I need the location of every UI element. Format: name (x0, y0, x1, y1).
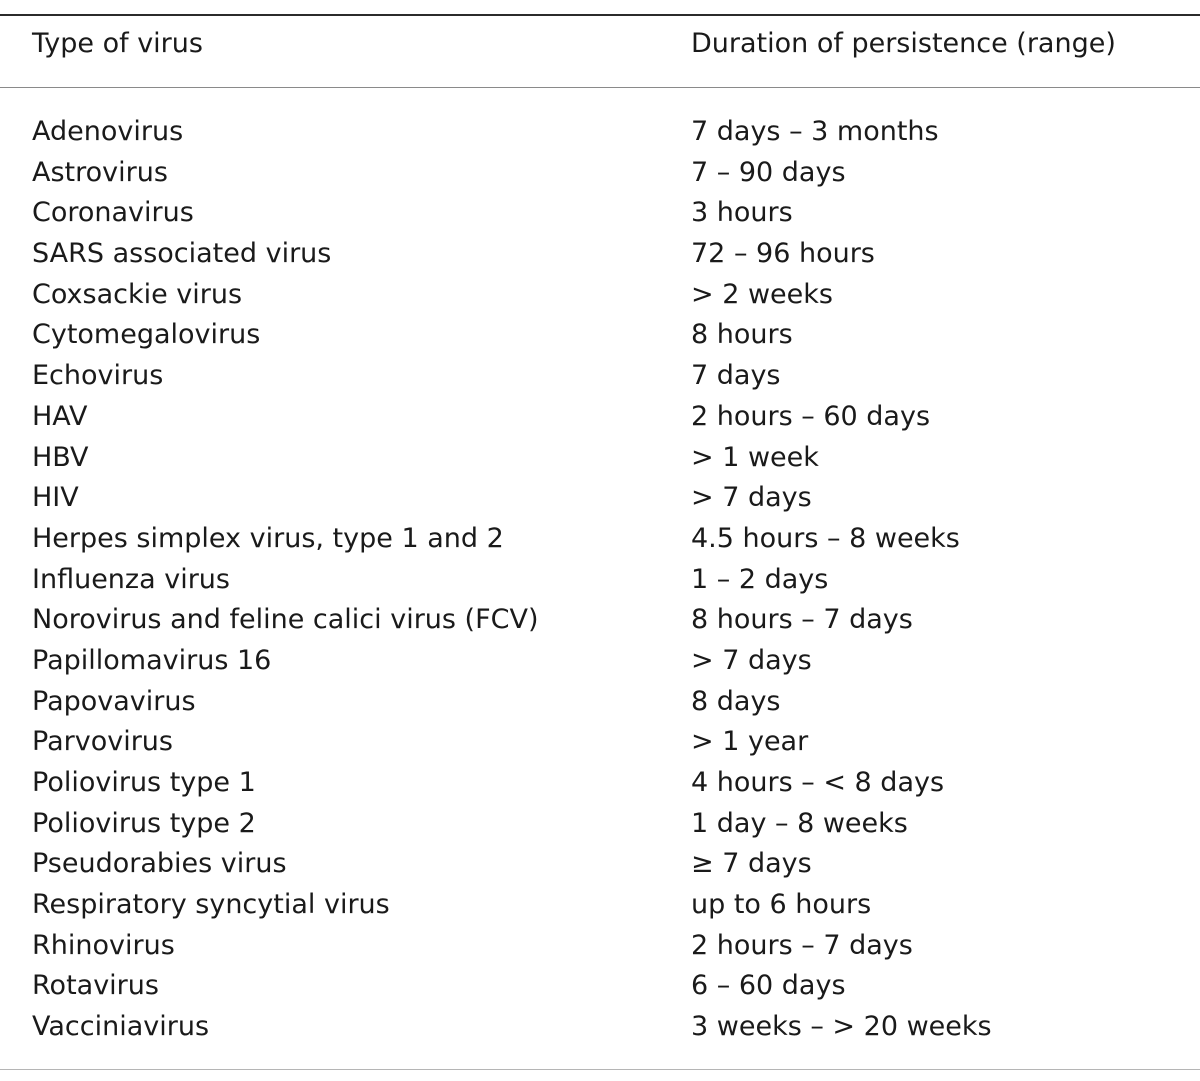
table-row: Rotavirus 6 – 60 days (0, 966, 1200, 1007)
header-virus-type: Type of virus (32, 28, 203, 59)
duration-cell: 3 hours (691, 197, 793, 229)
table-row: Norovirus and feline calici virus (FCV) … (0, 600, 1200, 641)
table-bottom-rule (0, 1069, 1200, 1070)
virus-name-cell: Poliovirus type 2 (32, 807, 256, 839)
table-row: Coronavirus 3 hours (0, 193, 1200, 234)
duration-cell: > 1 week (691, 441, 819, 473)
virus-name-cell: HAV (32, 400, 88, 432)
duration-cell: 7 days – 3 months (691, 116, 939, 147)
virus-name-cell: Vacciniavirus (32, 1011, 210, 1043)
table-row: Poliovirus type 2 1 day – 8 weeks (0, 804, 1200, 845)
table-row: HIV > 7 days (0, 478, 1200, 519)
duration-cell: 2 hours – 60 days (691, 400, 931, 432)
table-row: Rhinovirus 2 hours – 7 days (0, 926, 1200, 967)
table-row: Astrovirus 7 – 90 days (0, 153, 1200, 194)
virus-name-cell: Norovirus and feline calici virus (FCV) (32, 604, 539, 636)
duration-cell: 4 hours – < 8 days (691, 767, 945, 798)
virus-name-cell: Parvovirus (32, 726, 173, 758)
table-row: Respiratory syncytial virus up to 6 hour… (0, 885, 1200, 926)
virus-name-cell: HBV (32, 441, 89, 473)
virus-name-cell: Cytomegalovirus (32, 319, 261, 351)
virus-name-cell: Rhinovirus (32, 929, 175, 961)
virus-name-cell: Papovavirus (32, 685, 196, 717)
table-row: Vacciniavirus 3 weeks – > 20 weeks (0, 1007, 1200, 1048)
duration-cell: up to 6 hours (691, 889, 872, 921)
table-body: Adenovirus 7 days – 3 months Astrovirus … (0, 112, 1200, 1048)
duration-cell: 3 weeks – > 20 weeks (691, 1011, 992, 1043)
virus-name-cell: Coronavirus (32, 197, 194, 229)
virus-name-cell: Echovirus (32, 360, 164, 392)
table-row: Cytomegalovirus 8 hours (0, 315, 1200, 356)
table-row: Parvovirus > 1 year (0, 722, 1200, 763)
virus-name-cell: Rotavirus (32, 970, 159, 1002)
virus-name-cell: Herpes simplex virus, type 1 and 2 (32, 522, 504, 554)
table-row: Poliovirus type 1 4 hours – < 8 days (0, 763, 1200, 804)
duration-cell: 1 day – 8 weeks (691, 807, 908, 839)
duration-cell: > 7 days (691, 644, 812, 676)
virus-name-cell: HIV (32, 482, 79, 514)
duration-cell: 8 hours – 7 days (691, 604, 913, 636)
virus-name-cell: Astrovirus (32, 156, 168, 188)
table-row: Papovavirus 8 days (0, 682, 1200, 723)
duration-cell: > 7 days (691, 482, 812, 514)
virus-name-cell: Pseudorabies virus (32, 848, 287, 880)
table-header-rule (0, 87, 1200, 88)
virus-name-cell: Poliovirus type 1 (32, 767, 256, 798)
duration-cell: 2 hours – 7 days (691, 929, 913, 961)
table-top-rule (0, 14, 1200, 16)
virus-name-cell: SARS associated virus (32, 238, 332, 270)
table-row: Pseudorabies virus ≥ 7 days (0, 844, 1200, 885)
header-duration: Duration of persistence (range) (691, 28, 1116, 59)
duration-cell: ≥ 7 days (691, 848, 812, 880)
virus-name-cell: Coxsackie virus (32, 278, 243, 310)
table-row: HBV > 1 week (0, 438, 1200, 479)
duration-cell: 8 days (691, 685, 781, 717)
table-row: Herpes simplex virus, type 1 and 2 4.5 h… (0, 519, 1200, 560)
table-row: Influenza virus 1 – 2 days (0, 560, 1200, 601)
table-header-row: Type of virus Duration of persistence (r… (0, 26, 1200, 62)
table-row: Echovirus 7 days (0, 356, 1200, 397)
virus-name-cell: Respiratory syncytial virus (32, 889, 390, 921)
duration-cell: 1 – 2 days (691, 563, 829, 595)
duration-cell: 4.5 hours – 8 weeks (691, 522, 960, 554)
duration-cell: 8 hours (691, 319, 793, 351)
virus-name-cell: Influenza virus (32, 563, 230, 595)
table-row: SARS associated virus 72 – 96 hours (0, 234, 1200, 275)
duration-cell: > 1 year (691, 726, 809, 758)
duration-cell: 6 – 60 days (691, 970, 846, 1002)
virus-name-cell: Adenovirus (32, 116, 184, 147)
duration-cell: > 2 weeks (691, 278, 833, 310)
duration-cell: 7 days (691, 360, 781, 392)
duration-cell: 7 – 90 days (691, 156, 846, 188)
duration-cell: 72 – 96 hours (691, 238, 875, 270)
table-row: Papillomavirus 16 > 7 days (0, 641, 1200, 682)
virus-name-cell: Papillomavirus 16 (32, 644, 272, 676)
table-row: HAV 2 hours – 60 days (0, 397, 1200, 438)
table-row: Coxsackie virus > 2 weeks (0, 275, 1200, 316)
table-row: Adenovirus 7 days – 3 months (0, 112, 1200, 153)
